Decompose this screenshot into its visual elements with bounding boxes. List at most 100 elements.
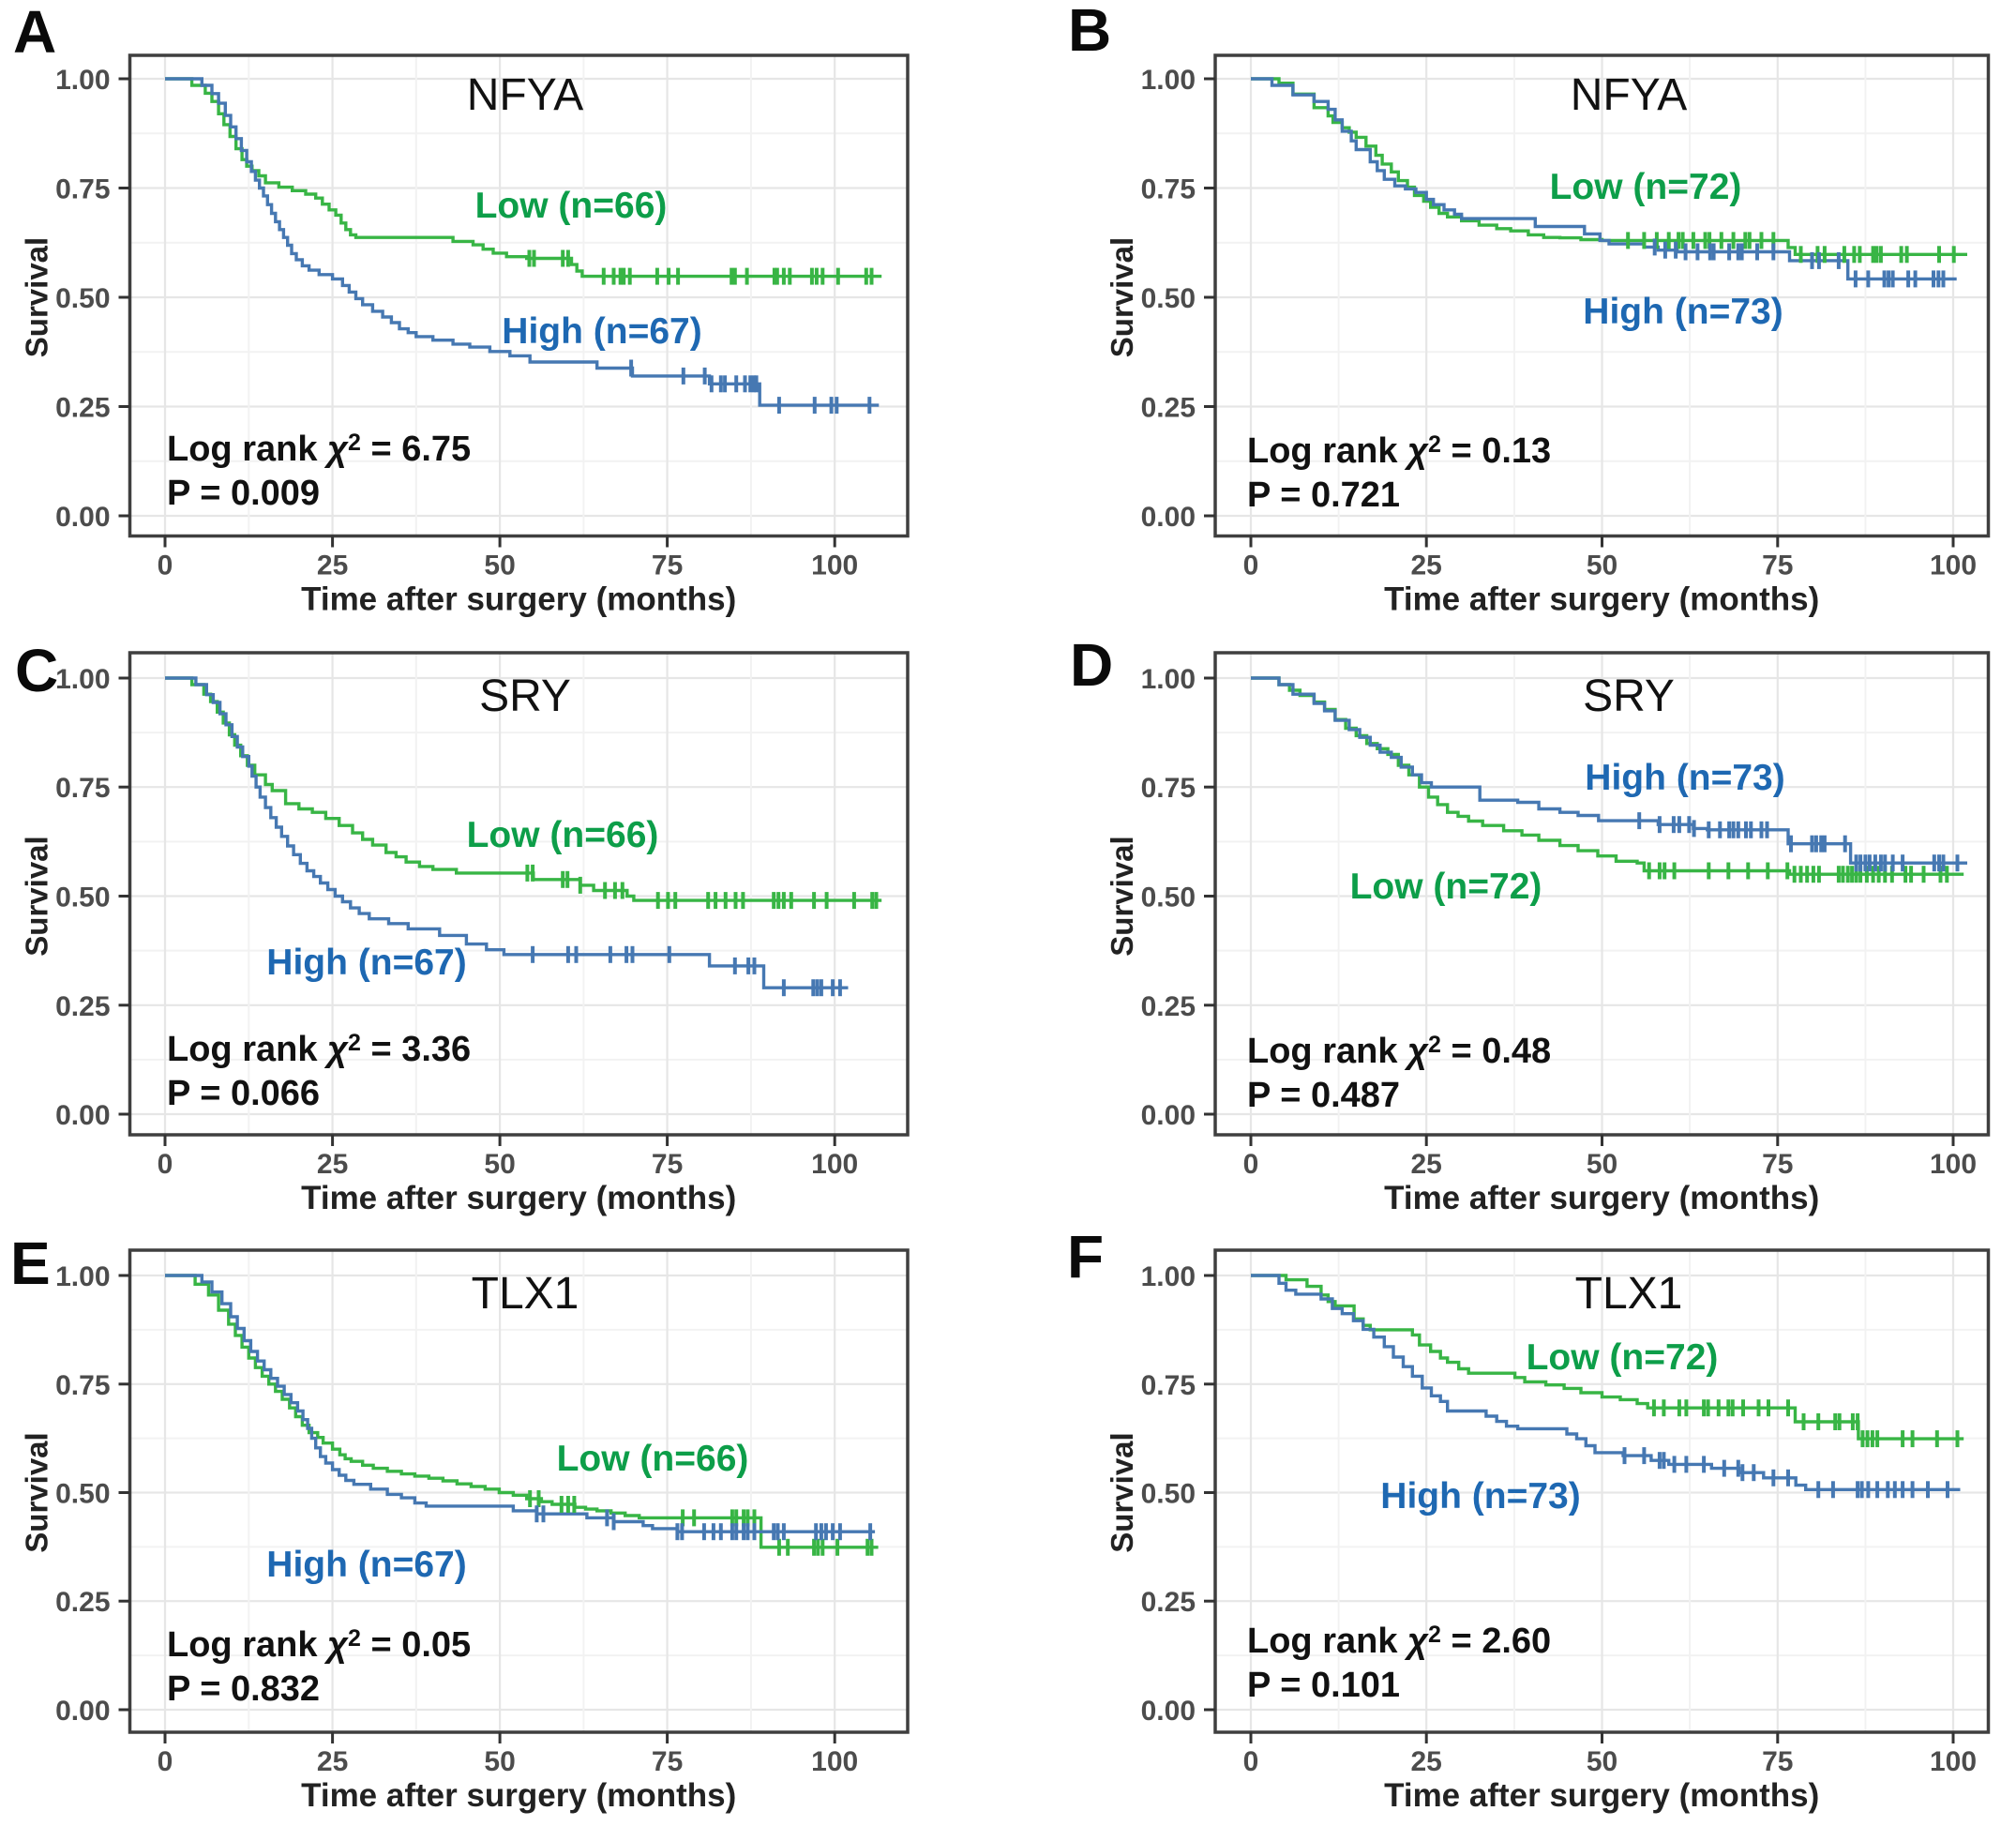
svg-text:100: 100 <box>1930 1149 1977 1180</box>
svg-text:0.00: 0.00 <box>55 502 110 533</box>
svg-text:0.50: 0.50 <box>55 1479 110 1510</box>
svg-text:0.75: 0.75 <box>1141 1370 1196 1401</box>
svg-text:TLX1: TLX1 <box>1575 1269 1683 1319</box>
svg-text:0.25: 0.25 <box>1141 393 1196 424</box>
svg-text:0.25: 0.25 <box>55 991 110 1022</box>
svg-text:75: 75 <box>652 1746 683 1777</box>
svg-text:0.25: 0.25 <box>1141 1587 1196 1618</box>
svg-text:P = 0.832: P = 0.832 <box>167 1669 320 1709</box>
svg-text:0: 0 <box>1243 1746 1259 1777</box>
svg-text:0.00: 0.00 <box>1141 502 1196 533</box>
svg-text:100: 100 <box>811 1149 858 1180</box>
svg-text:B: B <box>1068 0 1111 64</box>
svg-text:25: 25 <box>317 551 348 581</box>
svg-text:25: 25 <box>1411 551 1442 581</box>
svg-text:Low (n=66): Low (n=66) <box>557 1439 749 1479</box>
svg-text:High (n=67): High (n=67) <box>266 1545 466 1585</box>
svg-text:High (n=67): High (n=67) <box>502 311 701 352</box>
svg-text:Time after surgery (months): Time after surgery (months) <box>1384 581 1819 618</box>
svg-text:1.00: 1.00 <box>55 1261 110 1292</box>
svg-text:0.25: 0.25 <box>1141 991 1196 1022</box>
svg-text:0.50: 0.50 <box>1141 883 1196 913</box>
svg-text:SRY: SRY <box>1583 672 1675 721</box>
svg-text:1.00: 1.00 <box>55 664 110 695</box>
svg-text:100: 100 <box>1930 1746 1977 1777</box>
svg-text:High (n=67): High (n=67) <box>266 943 466 983</box>
svg-text:0.75: 0.75 <box>1141 773 1196 804</box>
svg-text:Low (n=66): Low (n=66) <box>475 186 668 226</box>
svg-text:0.75: 0.75 <box>1141 174 1196 205</box>
svg-text:75: 75 <box>652 1149 683 1180</box>
svg-text:0.00: 0.00 <box>55 1696 110 1727</box>
svg-text:0.75: 0.75 <box>55 1370 110 1401</box>
svg-text:F: F <box>1067 1223 1104 1290</box>
svg-text:25: 25 <box>1411 1149 1442 1180</box>
svg-text:Low (n=66): Low (n=66) <box>467 815 659 855</box>
svg-text:0: 0 <box>1243 551 1259 581</box>
svg-text:0.25: 0.25 <box>55 393 110 424</box>
svg-text:P = 0.066: P = 0.066 <box>167 1074 320 1113</box>
svg-text:High (n=73): High (n=73) <box>1380 1476 1580 1517</box>
svg-text:Time after surgery (months): Time after surgery (months) <box>301 1180 736 1216</box>
svg-text:P = 0.487: P = 0.487 <box>1247 1076 1400 1115</box>
svg-text:Time after surgery (months): Time after surgery (months) <box>1384 1777 1819 1814</box>
svg-text:Time after surgery (months): Time after surgery (months) <box>1384 1180 1819 1216</box>
svg-text:25: 25 <box>1411 1746 1442 1777</box>
svg-text:Low (n=72): Low (n=72) <box>1527 1337 1719 1378</box>
svg-text:100: 100 <box>811 1746 858 1777</box>
svg-text:50: 50 <box>1587 1149 1617 1180</box>
svg-text:100: 100 <box>1930 551 1977 581</box>
svg-text:0: 0 <box>158 551 173 581</box>
svg-text:Survival: Survival <box>20 1432 54 1552</box>
svg-text:0.50: 0.50 <box>1141 283 1196 314</box>
svg-text:P = 0.101: P = 0.101 <box>1247 1666 1400 1705</box>
svg-text:Log rank χ2 = 2.60: Log rank χ2 = 2.60 <box>1247 1622 1551 1661</box>
svg-text:0.50: 0.50 <box>55 883 110 913</box>
svg-text:Log rank χ2 = 0.05: Log rank χ2 = 0.05 <box>167 1625 471 1665</box>
svg-text:50: 50 <box>484 551 515 581</box>
svg-text:Survival: Survival <box>1105 836 1139 956</box>
svg-text:50: 50 <box>484 1746 515 1777</box>
svg-text:0: 0 <box>158 1149 173 1180</box>
svg-text:P = 0.009: P = 0.009 <box>167 474 320 513</box>
svg-text:D: D <box>1070 631 1113 699</box>
svg-text:SRY: SRY <box>479 672 571 721</box>
svg-text:0: 0 <box>1243 1149 1259 1180</box>
svg-text:Survival: Survival <box>1105 237 1139 357</box>
svg-text:Time after surgery (months): Time after surgery (months) <box>301 581 736 618</box>
svg-text:75: 75 <box>1762 551 1793 581</box>
svg-text:0.25: 0.25 <box>55 1587 110 1618</box>
svg-text:NFYA: NFYA <box>467 70 583 120</box>
svg-text:0.50: 0.50 <box>1141 1479 1196 1510</box>
svg-text:1.00: 1.00 <box>55 65 110 96</box>
svg-text:25: 25 <box>317 1149 348 1180</box>
svg-text:50: 50 <box>1587 551 1617 581</box>
svg-text:0.00: 0.00 <box>1141 1696 1196 1727</box>
svg-text:0.50: 0.50 <box>55 283 110 314</box>
svg-text:Log rank χ2 = 0.13: Log rank χ2 = 0.13 <box>1247 431 1551 471</box>
svg-text:P = 0.721: P = 0.721 <box>1247 475 1400 515</box>
svg-text:1.00: 1.00 <box>1141 1261 1196 1292</box>
svg-text:75: 75 <box>1762 1149 1793 1180</box>
svg-text:0.75: 0.75 <box>55 174 110 205</box>
svg-text:Survival: Survival <box>20 237 54 357</box>
svg-text:75: 75 <box>1762 1746 1793 1777</box>
svg-text:100: 100 <box>811 551 858 581</box>
svg-text:Low (n=72): Low (n=72) <box>1550 167 1742 207</box>
svg-text:Survival: Survival <box>20 836 54 956</box>
svg-text:Log rank χ2 = 0.48: Log rank χ2 = 0.48 <box>1247 1032 1551 1071</box>
svg-text:TLX1: TLX1 <box>472 1269 579 1319</box>
svg-text:0.00: 0.00 <box>1141 1100 1196 1131</box>
svg-text:Log rank χ2 = 3.36: Log rank χ2 = 3.36 <box>167 1030 471 1069</box>
svg-text:Survival: Survival <box>1105 1432 1139 1552</box>
svg-text:0: 0 <box>158 1746 173 1777</box>
svg-text:C: C <box>15 637 58 704</box>
svg-text:0.00: 0.00 <box>55 1100 110 1131</box>
svg-text:Low (n=72): Low (n=72) <box>1350 867 1542 907</box>
svg-text:75: 75 <box>652 551 683 581</box>
svg-text:1.00: 1.00 <box>1141 664 1196 695</box>
svg-text:25: 25 <box>317 1746 348 1777</box>
svg-text:A: A <box>13 0 56 66</box>
svg-text:High (n=73): High (n=73) <box>1583 292 1783 332</box>
svg-text:50: 50 <box>1587 1746 1617 1777</box>
